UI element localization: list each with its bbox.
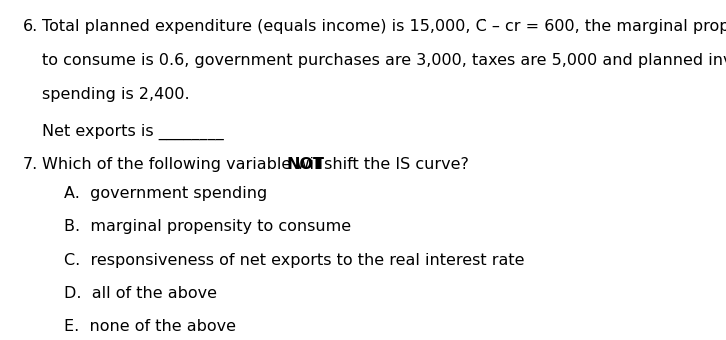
Text: D.  all of the above: D. all of the above [64, 286, 217, 301]
Text: Net exports is ________: Net exports is ________ [42, 124, 224, 140]
Text: NOT: NOT [287, 157, 325, 172]
Text: C.  responsiveness of net exports to the real interest rate: C. responsiveness of net exports to the … [64, 253, 524, 268]
Text: 6.: 6. [23, 19, 38, 34]
Text: 7.: 7. [23, 157, 38, 172]
Text: E.  none of the above: E. none of the above [64, 319, 236, 334]
Text: spending is 2,400.: spending is 2,400. [42, 87, 190, 102]
Text: to consume is 0.6, government purchases are 3,000, taxes are 5,000 and planned i: to consume is 0.6, government purchases … [42, 53, 726, 68]
Text: B.  marginal propensity to consume: B. marginal propensity to consume [64, 219, 351, 235]
Text: shift the IS curve?: shift the IS curve? [319, 157, 469, 172]
Text: Which of the following variable will: Which of the following variable will [42, 157, 328, 172]
Text: Total planned expenditure (equals income) is 15,000, C̄ – cr = 600, the marginal: Total planned expenditure (equals income… [42, 19, 726, 34]
Text: A.  government spending: A. government spending [64, 186, 267, 201]
